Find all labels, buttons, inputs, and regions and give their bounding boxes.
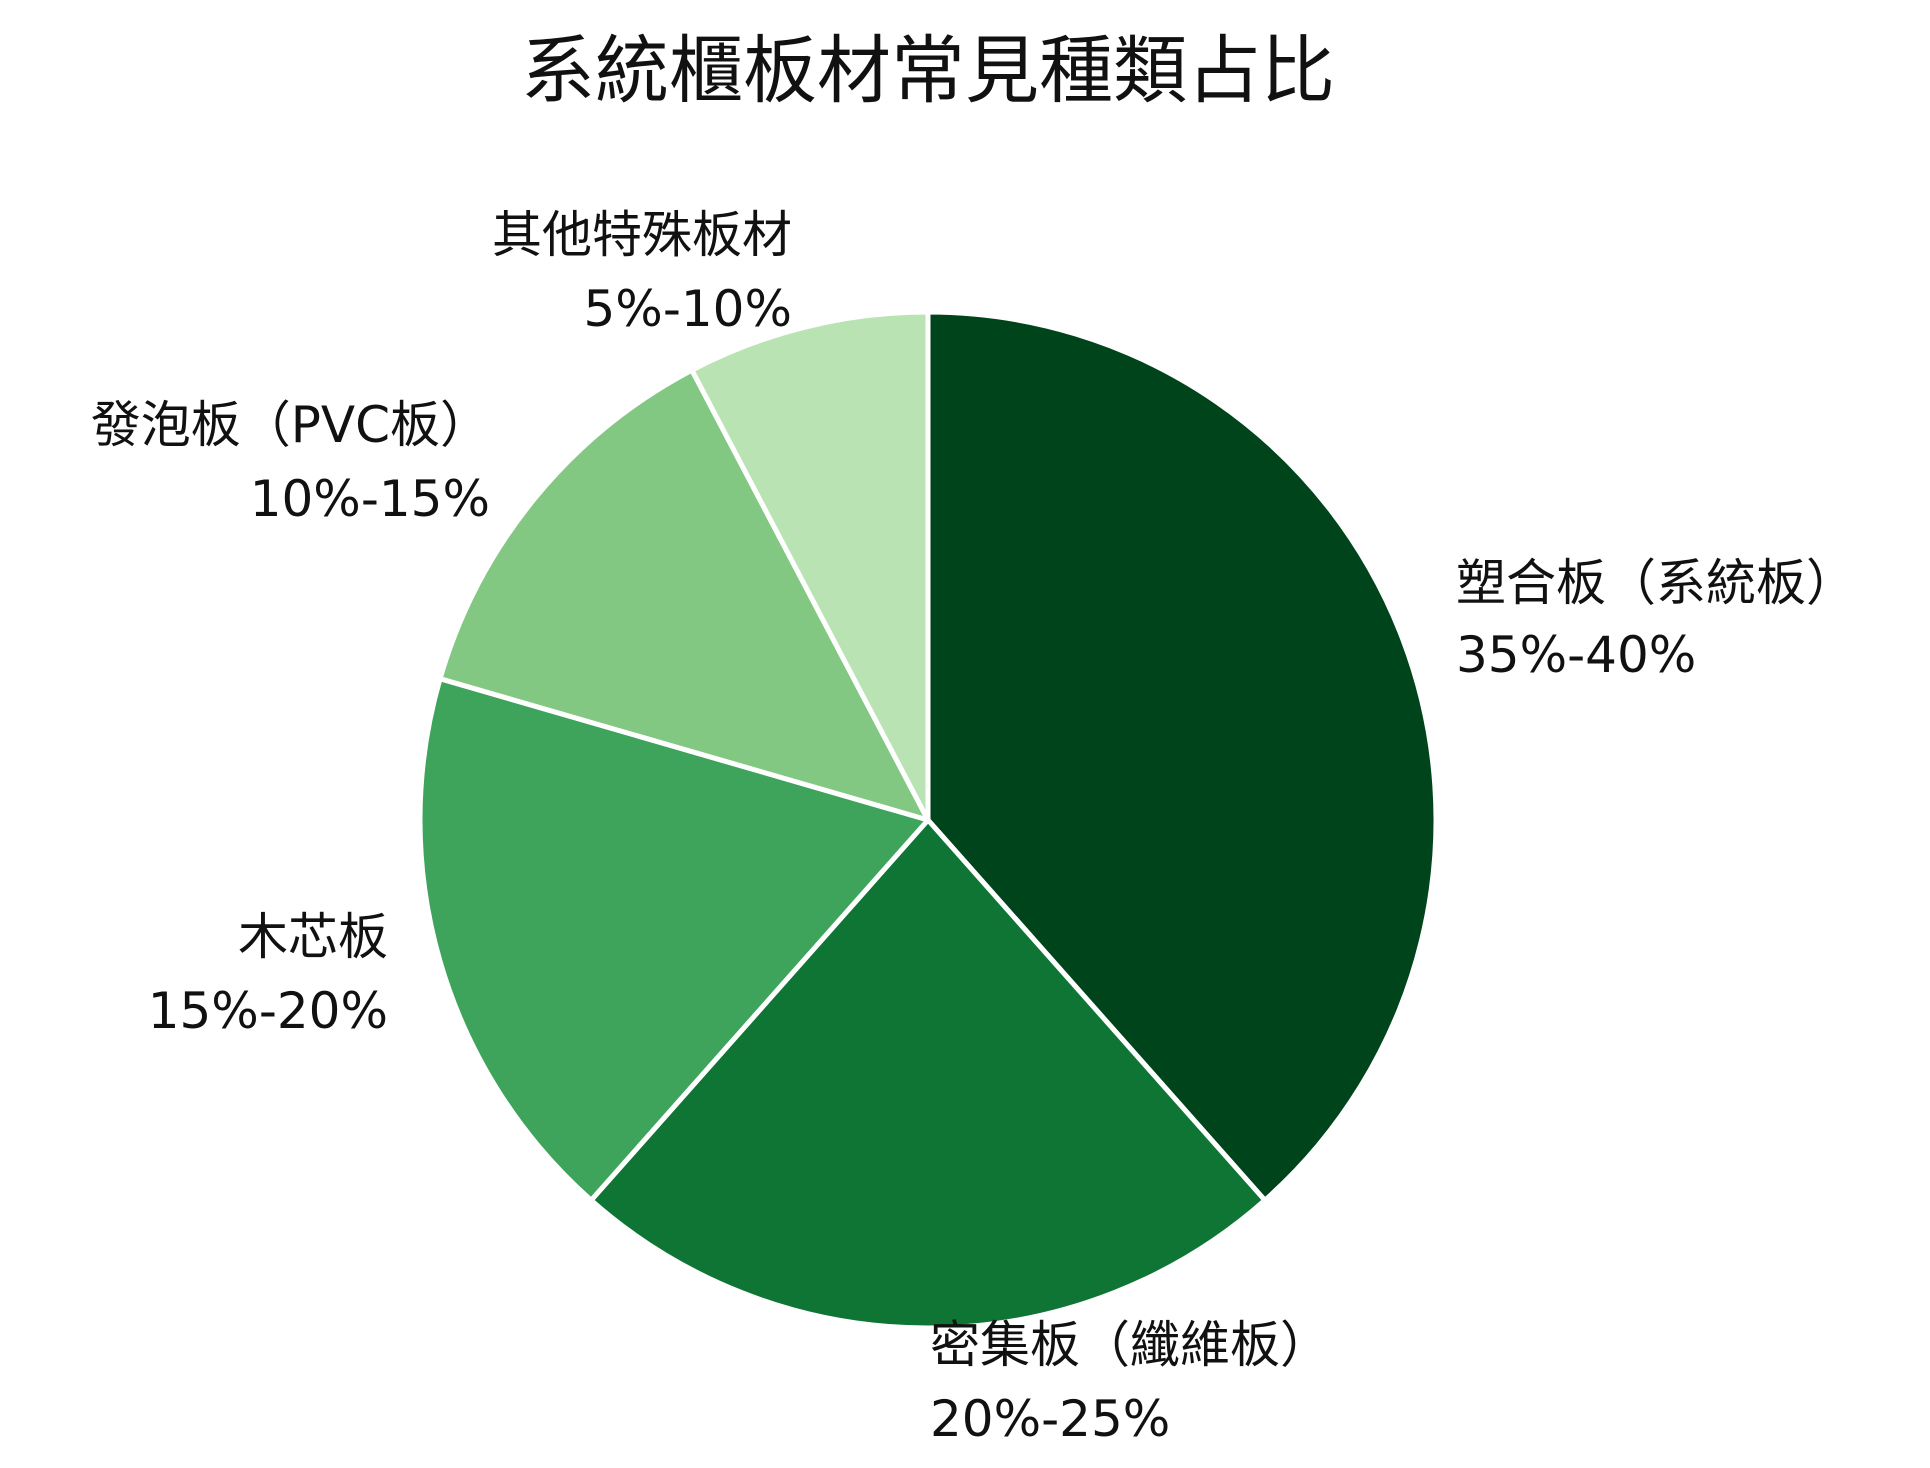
slice-1-name-label: 塑合板（系統板） — [1456, 554, 1856, 612]
slice-3-range-label: 15%-20% — [148, 982, 388, 1040]
slice-4-range-label: 10%-15% — [250, 470, 490, 528]
pie-labels: 塑合板（系統板） 35%-40% 密集板（纖維板） 20%-25% 木芯板 15%-20%… — [91, 206, 1856, 1448]
slice-4 — [437, 367, 931, 823]
slice-2 — [588, 817, 1268, 1331]
chart-title: 系統櫃板材常見種類占比 — [521, 28, 1335, 114]
slice-3-name-label: 木芯板 — [238, 908, 388, 966]
slice-1 — [925, 309, 1439, 1203]
slice-4-name-label: 發泡板（PVC板） — [91, 396, 490, 454]
pie-slices — [417, 309, 1439, 1331]
slice-3 — [417, 676, 931, 1203]
slice-1-range-label: 35%-40% — [1456, 626, 1696, 684]
slice-5 — [689, 309, 931, 823]
slice-5-range-label: 5%-10% — [584, 280, 793, 338]
slice-5-name-label: 其他特殊板材 — [492, 206, 792, 264]
slice-2-range-label: 20%-25% — [930, 1390, 1170, 1448]
slice-2-name-label: 密集板（纖維板） — [930, 1316, 1330, 1374]
